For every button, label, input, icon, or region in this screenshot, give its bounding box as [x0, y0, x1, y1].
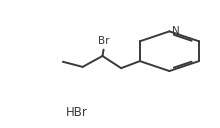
- Text: N: N: [172, 26, 180, 36]
- Text: Br: Br: [98, 36, 109, 46]
- Text: HBr: HBr: [66, 106, 88, 119]
